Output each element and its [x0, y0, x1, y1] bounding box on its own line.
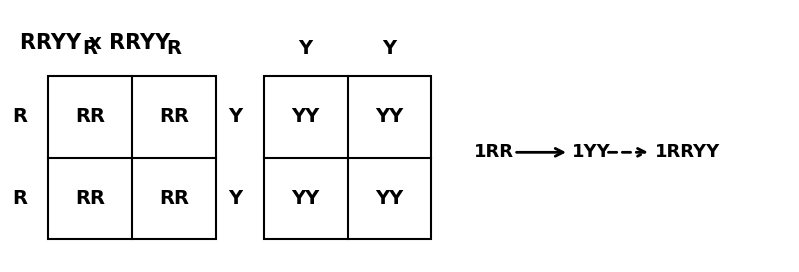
Bar	[48, 76, 216, 239]
Text: YY: YY	[292, 107, 320, 126]
Text: RRYY x RRYY: RRYY x RRYY	[20, 33, 170, 53]
Text: Y: Y	[299, 39, 312, 58]
Text: RR: RR	[159, 107, 189, 126]
Text: YY: YY	[376, 189, 403, 208]
Text: 1RRYY: 1RRYY	[655, 143, 721, 161]
Bar	[264, 76, 431, 239]
Text: Y: Y	[383, 39, 396, 58]
Text: R: R	[13, 189, 27, 208]
Text: RR: RR	[159, 189, 189, 208]
Text: RR: RR	[75, 107, 105, 126]
Text: R: R	[82, 39, 97, 58]
Text: RR: RR	[75, 189, 105, 208]
Text: Y: Y	[229, 107, 243, 126]
Text: Y: Y	[229, 189, 243, 208]
Text: R: R	[166, 39, 181, 58]
Text: R: R	[13, 107, 27, 126]
Text: 1YY: 1YY	[572, 143, 610, 161]
Text: YY: YY	[376, 107, 403, 126]
Text: YY: YY	[292, 189, 320, 208]
Text: 1RR: 1RR	[474, 143, 514, 161]
